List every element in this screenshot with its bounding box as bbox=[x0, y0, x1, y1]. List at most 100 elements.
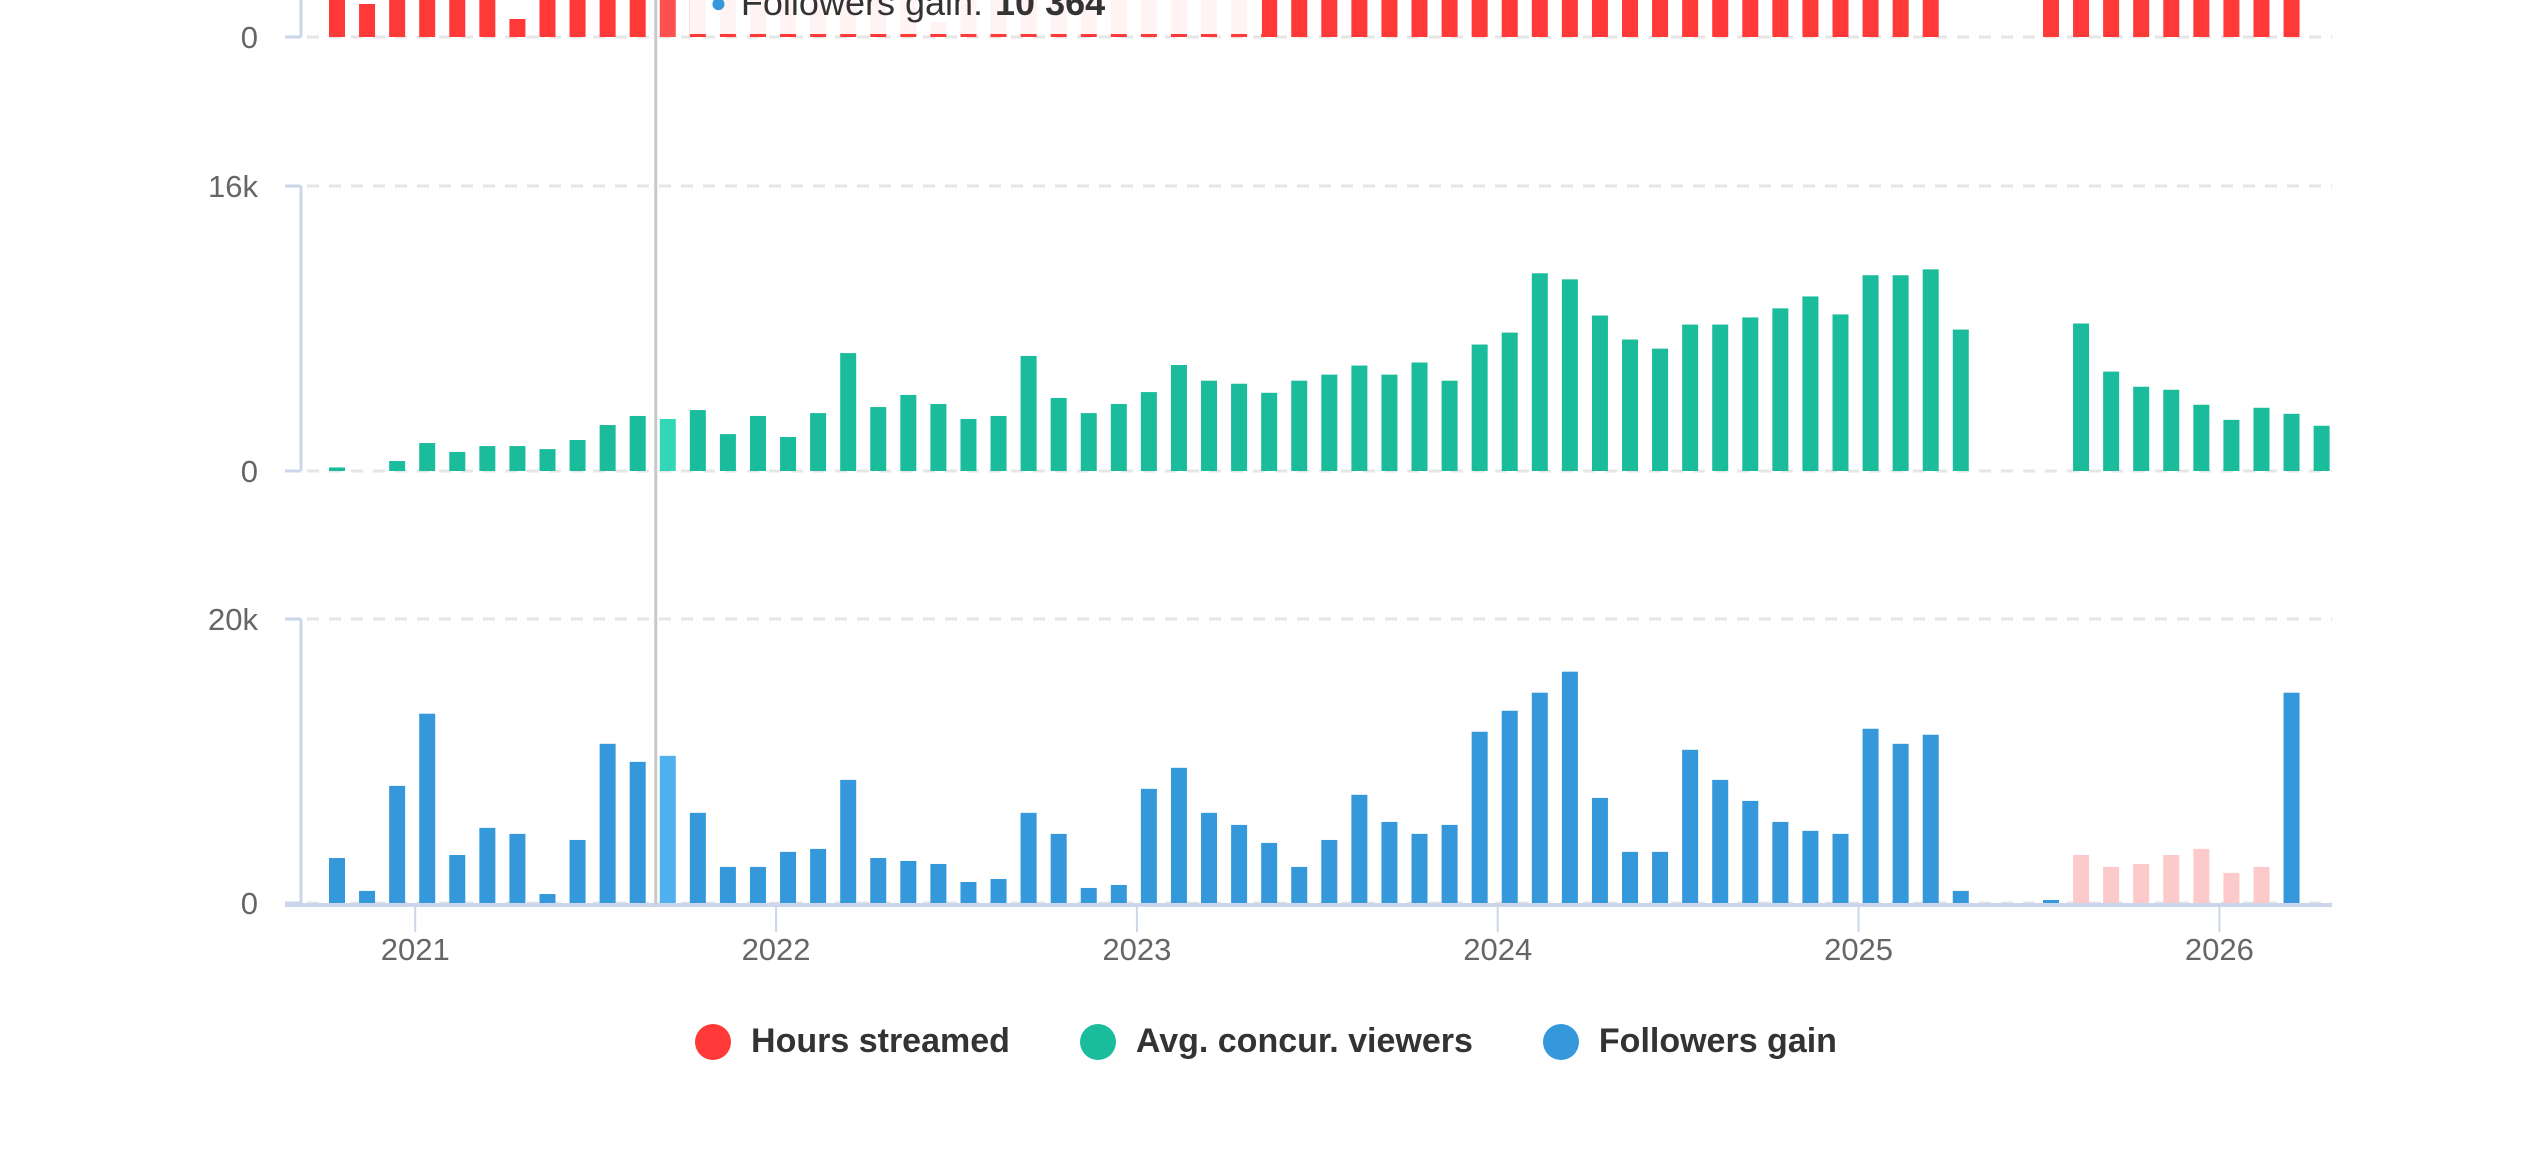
bar-viewers bbox=[1231, 383, 1248, 471]
bar-hours bbox=[569, 0, 586, 37]
bar-viewers bbox=[810, 413, 827, 471]
bar-viewers bbox=[960, 418, 977, 471]
bar-followers bbox=[1050, 833, 1067, 903]
bar-followers bbox=[1231, 824, 1248, 903]
legend-item-avg-viewers[interactable]: Avg. concur. viewers bbox=[1079, 1022, 1473, 1061]
bar-followers bbox=[1802, 830, 1819, 903]
bar-followers bbox=[1652, 851, 1669, 903]
bar-followers bbox=[1140, 788, 1157, 903]
bar-followers bbox=[1531, 692, 1548, 903]
bar-viewers bbox=[1411, 362, 1428, 471]
bar-hours bbox=[1862, 0, 1879, 37]
bar-hours bbox=[1471, 0, 1488, 37]
bar-viewers bbox=[1381, 374, 1398, 471]
bar-viewers bbox=[329, 467, 345, 471]
bar-hours bbox=[1832, 0, 1849, 37]
bar-followers bbox=[2283, 692, 2300, 903]
bar-followers bbox=[359, 890, 376, 903]
bar-hours bbox=[1682, 0, 1699, 37]
legend-dot-hours-icon bbox=[695, 1023, 732, 1060]
bar-followers bbox=[1682, 749, 1699, 903]
bar-viewers bbox=[1531, 273, 1548, 471]
bar-viewers bbox=[629, 415, 646, 471]
bar-followers bbox=[329, 857, 345, 903]
bar-followers bbox=[1411, 833, 1428, 903]
bar-followers bbox=[900, 860, 917, 903]
bar-followers bbox=[2103, 866, 2120, 903]
bar-viewers bbox=[479, 446, 496, 471]
bar-followers bbox=[2163, 855, 2180, 903]
bar-followers bbox=[2253, 866, 2270, 903]
bar-viewers bbox=[1351, 365, 1368, 471]
bar-viewers bbox=[780, 436, 797, 471]
bar-hours bbox=[1351, 0, 1368, 37]
bar-viewers bbox=[2283, 413, 2300, 471]
tooltip-series-dot-icon: ● bbox=[710, 0, 727, 18]
bar-followers bbox=[990, 879, 1007, 903]
x-tick-label: 2022 bbox=[742, 932, 811, 967]
bar-viewers bbox=[749, 415, 766, 471]
bar-followers bbox=[1080, 887, 1097, 903]
y-tick-label: 0 bbox=[241, 886, 258, 921]
bar-followers bbox=[1170, 767, 1187, 903]
legend: Hours streamed Avg. concur. viewers Foll… bbox=[0, 1022, 2532, 1061]
bar-viewers bbox=[1261, 392, 1278, 471]
bar-hours bbox=[1411, 0, 1428, 37]
bar-hours bbox=[2193, 0, 2210, 37]
bar-followers bbox=[1561, 671, 1578, 903]
bar-viewers bbox=[2163, 389, 2180, 471]
bar-hours bbox=[449, 0, 466, 37]
bar-followers bbox=[449, 855, 466, 903]
bar-hours bbox=[2163, 0, 2180, 37]
bar-followers bbox=[1862, 728, 1879, 903]
bar-viewers bbox=[900, 394, 917, 471]
bar-hours bbox=[1922, 0, 1939, 37]
bar-hours bbox=[1652, 0, 1669, 37]
bar-viewers bbox=[1291, 380, 1308, 471]
bar-hours bbox=[1291, 0, 1308, 37]
bar-followers bbox=[1772, 821, 1789, 903]
bar-followers bbox=[870, 857, 887, 903]
bar-hours bbox=[2253, 0, 2270, 37]
bar-viewers bbox=[2253, 407, 2270, 471]
bar-viewers bbox=[2073, 323, 2090, 471]
bar-followers bbox=[1201, 812, 1218, 903]
legend-item-followers-gain[interactable]: Followers gain bbox=[1542, 1022, 1837, 1061]
tooltip-value: 10 364 bbox=[995, 0, 1106, 23]
tooltip-label: Followers gain: bbox=[740, 0, 984, 23]
bar-followers bbox=[539, 894, 556, 903]
bar-hours bbox=[509, 19, 526, 37]
bar-followers bbox=[1261, 842, 1278, 903]
bar-viewers bbox=[1712, 324, 1729, 471]
bar-viewers bbox=[599, 425, 616, 471]
bar-followers bbox=[930, 863, 947, 903]
bar-viewers bbox=[870, 407, 887, 471]
bar-hours bbox=[479, 0, 496, 37]
gridlines bbox=[285, 35, 2332, 905]
bar-followers bbox=[1742, 800, 1759, 903]
bar-followers bbox=[1501, 710, 1518, 903]
bar-followers bbox=[1110, 884, 1127, 903]
bar-viewers bbox=[1772, 308, 1789, 471]
bar-followers bbox=[2193, 848, 2210, 903]
bar-viewers bbox=[1742, 317, 1759, 471]
bar-followers bbox=[1381, 821, 1398, 903]
bar-followers bbox=[1832, 833, 1849, 903]
legend-dot-viewers-icon bbox=[1079, 1023, 1116, 1060]
bar-viewers bbox=[1140, 392, 1157, 471]
bar-hours bbox=[329, 0, 345, 37]
bar-followers bbox=[1351, 794, 1368, 903]
y-tick-label: 16k bbox=[208, 169, 258, 204]
bar-followers bbox=[2073, 855, 2090, 903]
bar-hours bbox=[1712, 0, 1729, 37]
bar-viewers bbox=[659, 418, 676, 471]
bar-hours bbox=[2133, 0, 2150, 37]
bar-hours bbox=[1892, 0, 1909, 37]
legend-item-hours-streamed[interactable]: Hours streamed bbox=[695, 1022, 1010, 1061]
x-tick-label: 2023 bbox=[1102, 932, 1171, 967]
bar-followers bbox=[1020, 812, 1037, 903]
bar-viewers bbox=[509, 446, 526, 471]
bar-viewers bbox=[930, 404, 947, 471]
bar-hours bbox=[629, 0, 646, 37]
bar-hours bbox=[1622, 0, 1639, 37]
